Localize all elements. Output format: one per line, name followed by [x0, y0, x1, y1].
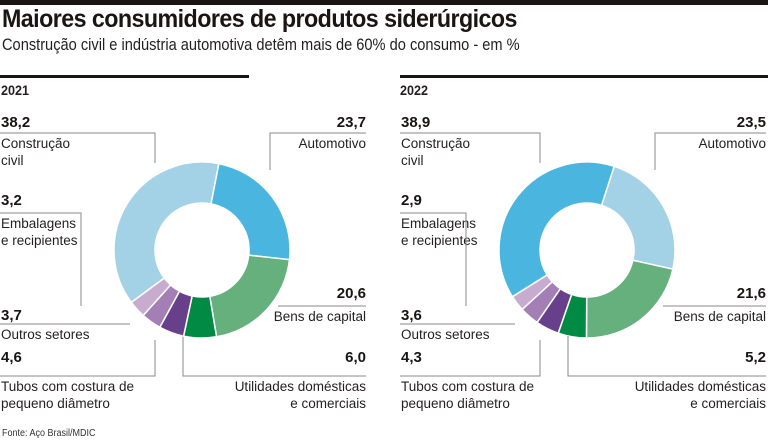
slice-name: Construção [401, 136, 470, 151]
slice-value: 6,0 [345, 349, 366, 366]
slice-label: 5,2 Utilidades domésticas e comerciais [567, 336, 767, 411]
leader-line [182, 336, 366, 377]
year-label-2021: 2021 [1, 82, 30, 98]
leader-line [654, 132, 766, 170]
source-note: Fonte: Aço Brasil/MDIC [2, 428, 96, 439]
leader-line [567, 336, 766, 377]
slice-label: 3,6 Outros setores [400, 307, 515, 342]
slice-label: 2,9 Embalagens e recipientes [400, 192, 478, 306]
slice-name: Tubos com costura de [401, 379, 534, 394]
slice-value: 3,6 [401, 307, 422, 324]
slice-name: Tubos com costura de [1, 379, 134, 394]
slice-name: e comerciais [290, 396, 366, 411]
slice-label: 4,6 Tubos com costura de pequeno diâmetro [0, 340, 156, 411]
slice-label: 3,7 Outros setores [0, 307, 130, 342]
slice-value: 21,6 [737, 285, 766, 302]
slice-name: Bens de capital [274, 309, 366, 324]
slice-label: 21,6 Bens de capital [663, 285, 766, 324]
slice-value: 38,2 [1, 114, 30, 131]
slice-name: Automotivo [298, 136, 366, 151]
slice-name: Outros setores [401, 327, 490, 342]
slice-label: 38,2 Construção civil [0, 114, 156, 168]
leader-line [269, 132, 366, 170]
slice-label: 23,7 Automotivo [269, 114, 366, 170]
slice-name: pequeno diâmetro [401, 396, 510, 411]
slice-name: e recipientes [1, 233, 78, 248]
leader-line [0, 212, 82, 306]
slice-label: 20,6 Bens de capital [274, 285, 366, 324]
leader-line [0, 132, 156, 163]
slice-constru-o-civil [498, 161, 616, 298]
slice-name: Embalagens [1, 216, 76, 231]
chart-title: Maiores consumidores de produtos siderúr… [2, 5, 517, 33]
slice-bens-de-capital [585, 259, 674, 339]
slice-constru-o-civil [113, 161, 220, 304]
slice-label: 3,2 Embalagens e recipientes [0, 192, 82, 306]
leader-line [400, 340, 541, 377]
slice-value: 23,7 [337, 114, 366, 131]
slice-value: 3,7 [1, 307, 22, 324]
slice-label: 38,9 Construção civil [400, 114, 541, 168]
slice-automotivo [210, 162, 291, 261]
slice-label: 4,3 Tubos com costura de pequeno diâmetro [400, 340, 541, 411]
slice-value: 5,2 [745, 349, 766, 366]
slice-name: Utilidades domésticas [235, 379, 367, 394]
slice-value: 23,5 [737, 114, 766, 131]
slice-name: Automotivo [698, 136, 766, 151]
panel-rule-2022 [400, 75, 768, 78]
leader-line [0, 340, 156, 377]
slice-name: e comerciais [690, 396, 766, 411]
slice-value: 4,6 [1, 349, 22, 366]
donut-2022: 23,5 Automotivo 21,6 Bens de capital 5,2 Util… [400, 114, 766, 411]
leader-line [400, 132, 541, 163]
slice-value: 2,9 [401, 192, 422, 209]
slice-name: Outros setores [1, 327, 90, 342]
top-rule [0, 0, 768, 5]
slice-automotivo [600, 165, 676, 271]
panel-rule-2021 [0, 75, 249, 78]
slice-bens-de-capital [208, 254, 291, 338]
donut-2021: 23,7 Automotivo 20,6 Bens de capital 6,0 Util… [0, 114, 366, 411]
slice-name: e recipientes [401, 233, 478, 248]
slice-label: 23,5 Automotivo [654, 114, 766, 170]
slice-name: Bens de capital [674, 309, 766, 324]
slice-label: 6,0 Utilidades domésticas e comerciais [182, 336, 367, 411]
slice-name: civil [1, 153, 24, 168]
slice-value: 38,9 [401, 114, 430, 131]
slice-value: 3,2 [1, 192, 22, 209]
year-label-2022: 2022 [400, 82, 429, 98]
slice-name: Embalagens [401, 216, 476, 231]
slice-value: 20,6 [337, 285, 366, 302]
slice-name: Construção [1, 136, 70, 151]
slice-value: 4,3 [401, 349, 422, 366]
slice-name: pequeno diâmetro [1, 396, 110, 411]
slice-name: Utilidades domésticas [635, 379, 767, 394]
chart-subtitle: Construção civil e indústria automotiva … [2, 35, 520, 54]
slice-name: civil [401, 153, 424, 168]
leader-line [400, 212, 467, 306]
